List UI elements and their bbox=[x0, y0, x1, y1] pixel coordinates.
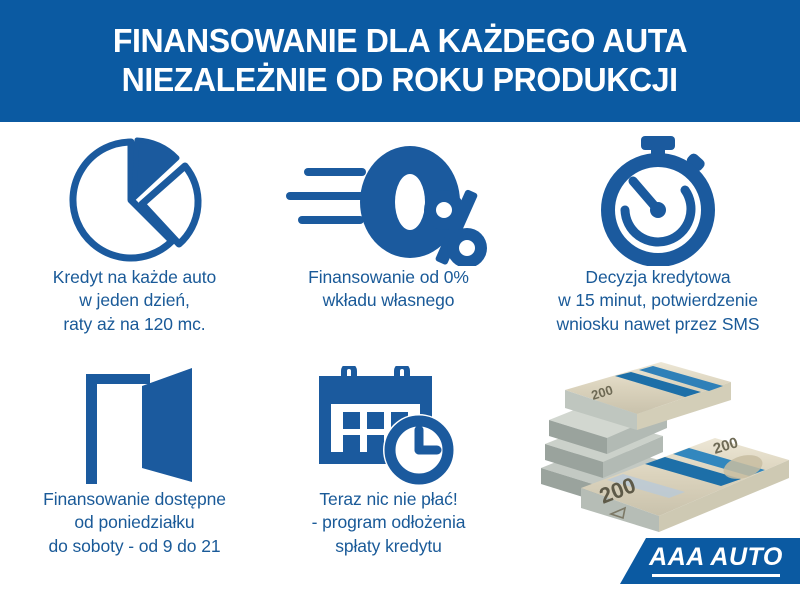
feature-deferred-payment-line-1: Teraz nic nie płać! bbox=[319, 489, 458, 509]
feature-decision-line-1: Decyzja kredytowa bbox=[585, 267, 731, 287]
feature-opening-hours-line-2: od poniedziałku bbox=[74, 512, 195, 533]
money-bundle-top: 200 bbox=[565, 362, 731, 430]
pie-chart-icon bbox=[69, 137, 202, 262]
open-door-icon bbox=[85, 368, 192, 484]
feature-credit-line-3: raty aż na 120 mc. bbox=[63, 313, 206, 334]
feature-decision-line-3: wniosku nawet przez SMS bbox=[556, 313, 760, 334]
zero-percent-icon-wrap bbox=[285, 134, 492, 266]
feature-credit-line-1: Kredyt na każde auto bbox=[52, 267, 217, 287]
poster-header: FINANSOWANIE DLA KAŻDEGO AUTA NIEZALEŻNI… bbox=[0, 0, 800, 122]
stopwatch-icon-wrap bbox=[591, 134, 725, 266]
feature-decision-line-2: w 15 minut, potwierdzenie bbox=[558, 290, 758, 311]
headline-line-2: NIEZALEŻNIE OD ROKU PRODUKCJI bbox=[121, 61, 679, 98]
money-stacks-illustration: 200 200 200 bbox=[541, 362, 789, 532]
feature-credit-line-2: w jeden dzień, bbox=[79, 290, 190, 311]
feature-zero-percent-text: Finansowanie od 0% wkładu własnego bbox=[308, 266, 469, 313]
zero-percent-icon bbox=[285, 146, 487, 266]
feature-credit: Kredyt na każde auto w jeden dzień, raty… bbox=[8, 134, 261, 336]
banknote-denomination-right: 200 bbox=[711, 434, 740, 458]
calendar-clock-icon-wrap bbox=[318, 360, 459, 488]
feature-deferred-payment-line-2: - program odłożenia bbox=[311, 512, 466, 533]
feature-opening-hours-text: Finansowanie dostępne od poniedziałku do… bbox=[43, 488, 226, 558]
feature-credit-text: Kredyt na każde auto w jeden dzień, raty… bbox=[53, 266, 216, 336]
feature-opening-hours-line-3: do soboty - od 9 do 21 bbox=[48, 535, 221, 556]
money-stacks-image: 200 200 200 bbox=[519, 356, 800, 536]
feature-decision-text: Decyzja kredytowa w 15 minut, potwierdze… bbox=[557, 266, 760, 336]
logo-underline bbox=[651, 574, 780, 577]
logo-inner: AAA AUTO bbox=[649, 545, 783, 577]
feature-deferred-payment-line-3: spłaty kredytu bbox=[335, 535, 442, 556]
headline-line-1: FINANSOWANIE DLA KAŻDEGO AUTA bbox=[112, 22, 688, 60]
money-bundle-front: 200 200 bbox=[581, 434, 789, 532]
feature-grid: Kredyt na każde auto w jeden dzień, raty… bbox=[0, 122, 800, 600]
feature-zero-percent-line-1: Finansowanie od 0% bbox=[308, 267, 469, 287]
banknote-denomination-back: 200 bbox=[589, 382, 614, 403]
open-door-icon-wrap bbox=[70, 360, 200, 488]
feature-opening-hours-line-1: Finansowanie dostępne bbox=[43, 489, 226, 509]
feature-zero-percent-line-2: wkładu własnego bbox=[322, 290, 455, 311]
logo-text: AAA AUTO bbox=[649, 543, 783, 571]
feature-opening-hours: Finansowanie dostępne od poniedziałku do… bbox=[8, 360, 261, 558]
stopwatch-icon bbox=[601, 136, 715, 266]
feature-zero-percent: Finansowanie od 0% wkładu własnego bbox=[262, 134, 515, 313]
feature-decision: Decyzja kredytowa w 15 minut, potwierdze… bbox=[516, 134, 800, 336]
calendar-clock-icon bbox=[318, 366, 455, 486]
feature-deferred-payment-text: Teraz nic nie płać! - program odłożenia … bbox=[312, 488, 466, 558]
feature-deferred-payment: Teraz nic nie płać! - program odłożenia … bbox=[262, 360, 515, 558]
aaa-auto-logo[interactable]: AAA AUTO bbox=[620, 538, 800, 584]
pie-chart-icon-wrap bbox=[67, 134, 203, 266]
